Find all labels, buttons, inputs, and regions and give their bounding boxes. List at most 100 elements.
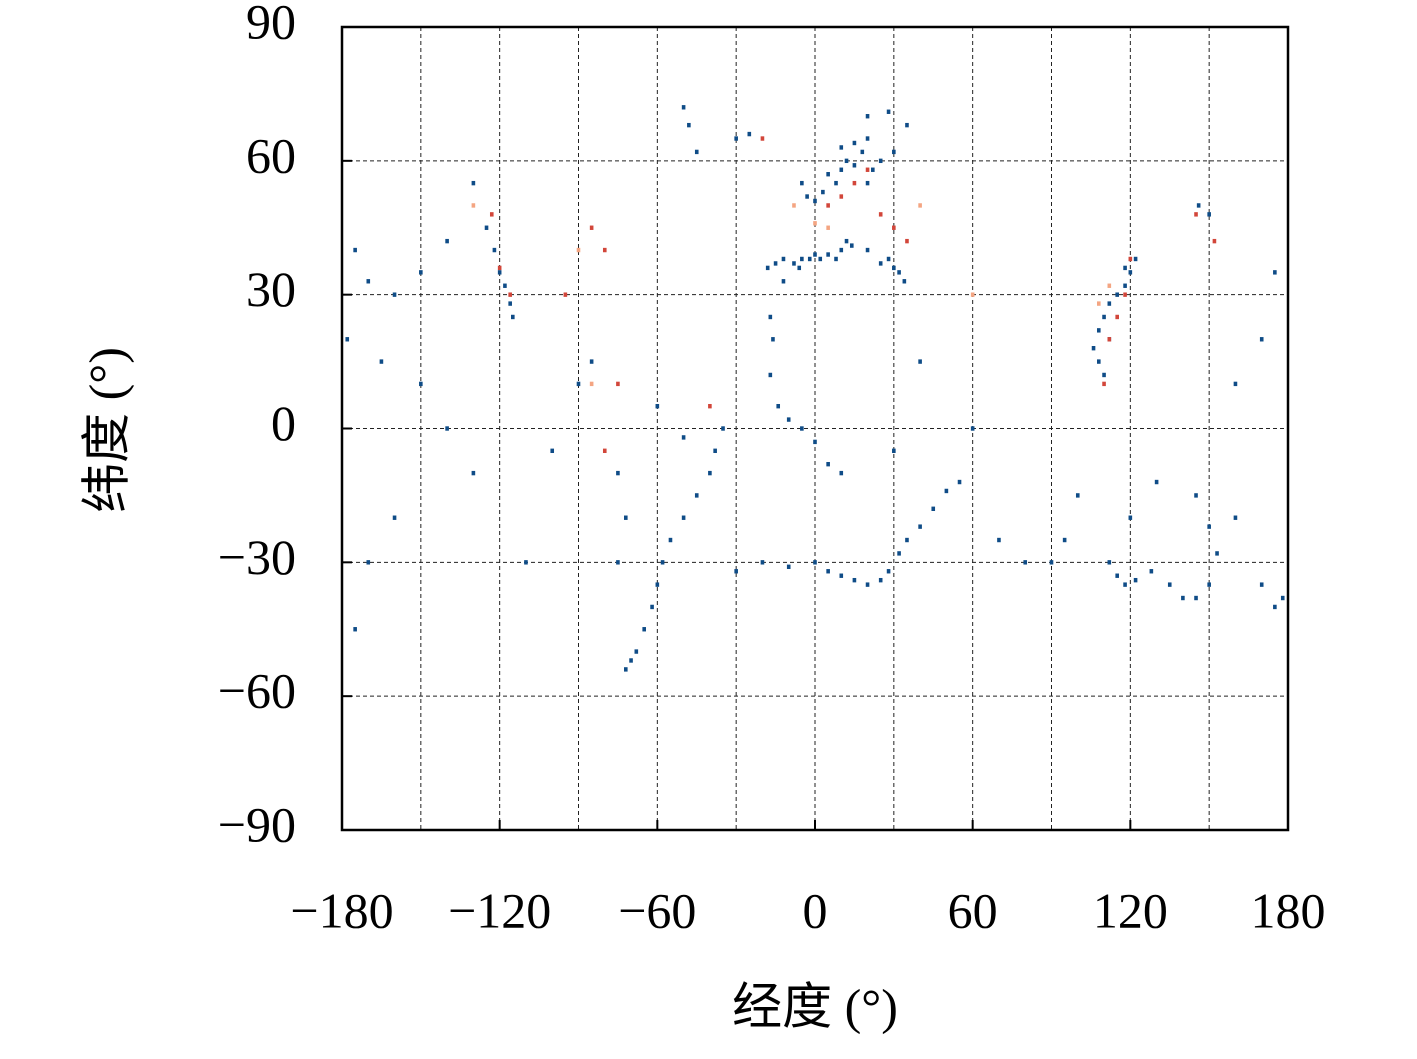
data-point (1049, 560, 1054, 565)
data-point (681, 515, 686, 520)
data-point (668, 537, 673, 543)
data-point (681, 435, 686, 440)
data-point (1115, 292, 1119, 297)
data-point (865, 136, 870, 141)
data-point (1023, 560, 1028, 565)
y-tick-label: 60 (246, 127, 296, 183)
data-point (602, 247, 607, 253)
data-point (1123, 582, 1127, 587)
data-point (589, 359, 594, 364)
data-point (624, 667, 628, 672)
data-point (392, 292, 397, 297)
data-point (624, 515, 628, 520)
data-point (865, 180, 870, 186)
data-point (826, 172, 830, 177)
data-point (1149, 569, 1154, 574)
y-tick-label: −30 (218, 529, 296, 585)
data-point (419, 270, 423, 275)
data-point (1102, 372, 1106, 378)
data-point (1115, 573, 1119, 578)
data-point (616, 560, 620, 565)
data-point (419, 381, 423, 387)
x-tick-label: −120 (448, 882, 551, 938)
data-point (1115, 314, 1119, 320)
data-point (1107, 283, 1112, 288)
data-point (897, 270, 901, 275)
data-point (1091, 346, 1096, 351)
data-point (1207, 582, 1211, 587)
data-point (1128, 515, 1133, 520)
data-point (660, 560, 665, 565)
data-point (650, 604, 654, 610)
data-point (878, 158, 883, 164)
data-point (886, 256, 891, 262)
data-point (765, 265, 770, 271)
data-point (1196, 203, 1201, 208)
data-point (655, 403, 660, 409)
data-point (970, 292, 975, 297)
data-point (792, 261, 796, 266)
data-point (892, 265, 896, 271)
data-point (821, 189, 825, 195)
data-point (1102, 314, 1106, 320)
data-point (721, 426, 725, 431)
data-point (602, 448, 607, 454)
data-point (1128, 270, 1133, 275)
data-point (852, 577, 857, 583)
data-point (834, 256, 838, 262)
data-point (1259, 337, 1264, 342)
data-point (492, 247, 497, 253)
data-point (508, 292, 512, 297)
y-axis-title: 纬度 (°) (78, 347, 134, 513)
data-point (1097, 301, 1101, 306)
data-point (944, 488, 949, 494)
data-point (813, 198, 817, 204)
data-point (773, 261, 778, 266)
data-point (445, 238, 449, 244)
data-point (1233, 515, 1238, 520)
data-point (997, 537, 1001, 543)
data-point (826, 203, 830, 208)
data-point (865, 247, 870, 253)
data-point (1097, 328, 1101, 333)
data-point (807, 256, 812, 262)
data-point (1133, 577, 1138, 583)
data-point (471, 203, 476, 208)
data-point (918, 203, 922, 208)
data-point (353, 627, 357, 632)
data-point (918, 359, 922, 364)
data-point (905, 537, 909, 543)
data-point (760, 560, 765, 565)
data-point (484, 225, 489, 230)
data-point (655, 582, 660, 587)
data-point (379, 359, 384, 364)
data-point (768, 372, 773, 378)
data-point (694, 149, 699, 155)
data-point (503, 283, 507, 288)
data-point (818, 256, 823, 262)
data-point (1273, 270, 1277, 275)
data-point (839, 194, 844, 199)
data-point (839, 167, 844, 172)
data-point (1215, 551, 1219, 556)
data-point (886, 109, 891, 114)
data-point (771, 337, 775, 342)
x-tick-label: −60 (618, 882, 696, 938)
data-point (813, 252, 817, 257)
data-point (1167, 582, 1172, 587)
data-point (797, 265, 802, 271)
x-axis-title: 经度 (°) (732, 978, 898, 1034)
data-point (886, 569, 891, 574)
data-point (1123, 292, 1127, 297)
y-tick-label: −90 (218, 796, 296, 852)
data-point (1259, 582, 1264, 587)
x-tick-label: −180 (290, 882, 393, 938)
data-point (852, 140, 857, 146)
data-point (1097, 359, 1101, 364)
y-tick-label: 0 (271, 395, 296, 451)
data-point (826, 461, 830, 467)
data-point (713, 448, 717, 454)
data-point (642, 627, 646, 632)
data-point (1123, 283, 1127, 288)
data-point (576, 381, 581, 387)
